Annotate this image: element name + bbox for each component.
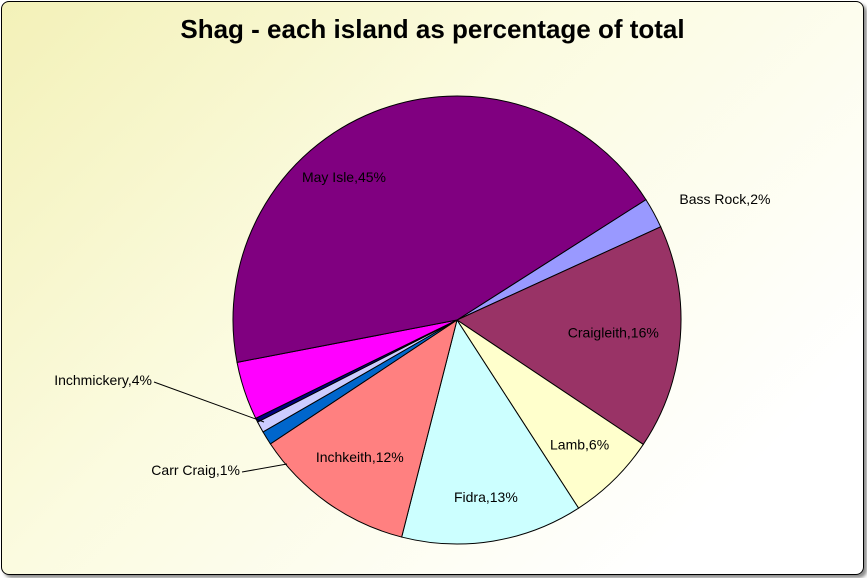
- slice-label: May Isle,45%: [302, 169, 386, 185]
- leader-line: [241, 463, 288, 473]
- slice-label: Bass Rock,2%: [679, 191, 770, 207]
- slice-label: Lamb,6%: [550, 437, 609, 453]
- slice-label: Fidra,13%: [454, 489, 518, 505]
- pie-slice: [401, 318, 580, 545]
- pie-slice: [232, 95, 647, 363]
- chart-title: Shag - each island as percentage of tota…: [180, 14, 685, 44]
- pie-slice: [269, 318, 458, 538]
- leader-line: [153, 381, 265, 423]
- pie-slice: [455, 226, 682, 446]
- slice-label: Inchmickery,4%: [54, 372, 152, 388]
- slice-label: Inchkeith,12%: [316, 449, 404, 465]
- slice-label: Craigleith,16%: [568, 325, 659, 341]
- slice-label: Carr Craig,1%: [151, 462, 240, 478]
